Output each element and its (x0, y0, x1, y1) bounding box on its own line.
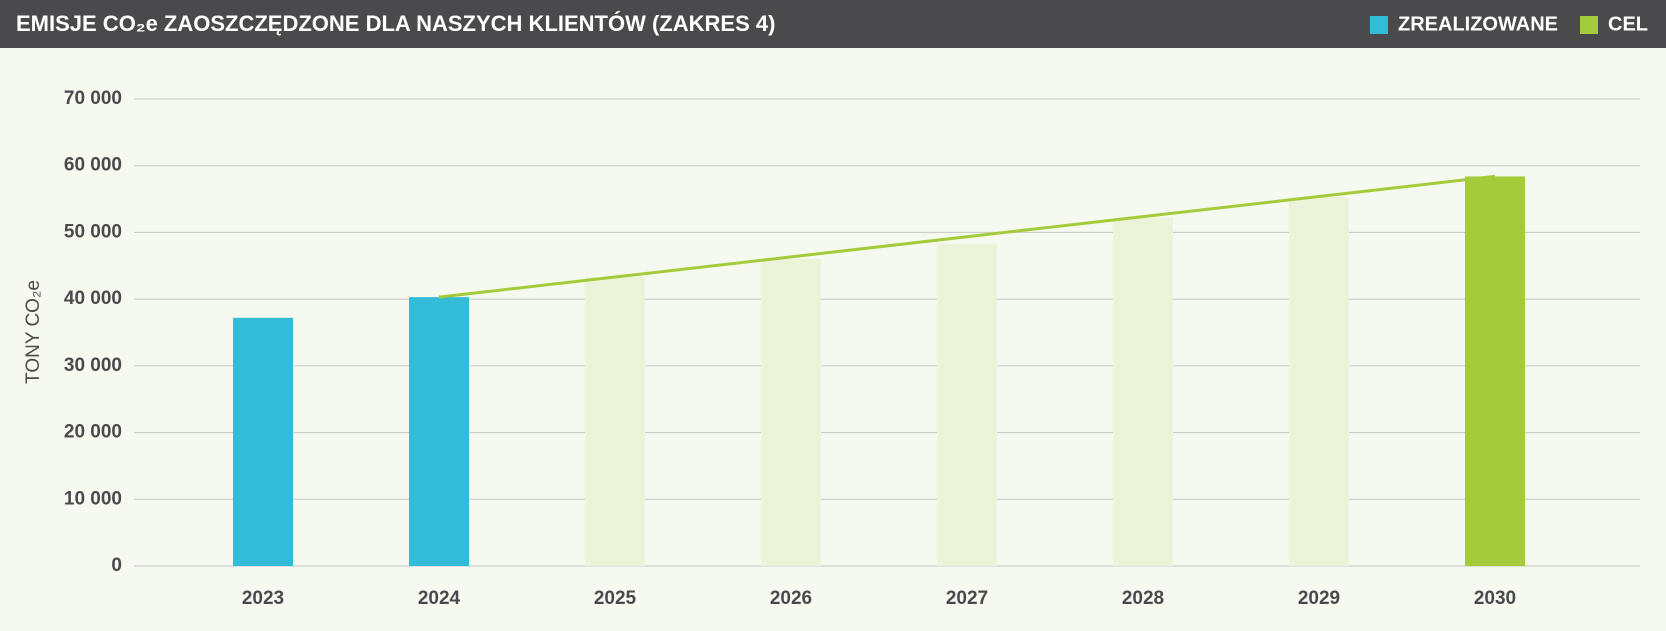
trend-line (438, 174, 1496, 299)
bar (585, 277, 645, 566)
chart-title: EMISJE CO₂e ZAOSZCZĘDZONE DLA NASZYCH KL… (16, 11, 775, 36)
bar (1289, 197, 1349, 566)
y-tick-label: 40 000 (64, 288, 122, 309)
x-tick-label: 2025 (594, 588, 637, 609)
y-tick-label: 20 000 (64, 422, 122, 443)
x-tick-label: 2023 (242, 588, 284, 609)
y-tick-label: 60 000 (64, 155, 122, 176)
y-tick-label: 30 000 (64, 355, 122, 376)
y-tick-label: 10 000 (64, 488, 122, 509)
x-tick-label: 2029 (1298, 588, 1340, 609)
bar (233, 317, 293, 566)
x-tick-label: 2028 (1122, 588, 1164, 609)
bar (1465, 176, 1525, 567)
bar (1113, 217, 1173, 566)
x-tick-label: 2026 (770, 588, 812, 609)
legend-label: ZREALIZOWANE (1398, 13, 1558, 35)
y-tick-label: 50 000 (64, 221, 122, 242)
x-tick-label: 2027 (946, 588, 988, 609)
x-tick-label: 2030 (1474, 588, 1516, 609)
y-tick-label: 0 (111, 555, 122, 576)
bar (937, 243, 997, 566)
y-axis-label: TONY CO₂e (23, 280, 44, 384)
bar (409, 297, 469, 566)
header-bar (0, 0, 1666, 48)
legend-swatch (1370, 16, 1388, 34)
legend-swatch (1580, 16, 1598, 34)
y-tick-label: 70 000 (64, 88, 122, 109)
bar (761, 259, 821, 566)
x-tick-label: 2024 (418, 588, 461, 609)
legend-label: CEL (1608, 13, 1648, 35)
